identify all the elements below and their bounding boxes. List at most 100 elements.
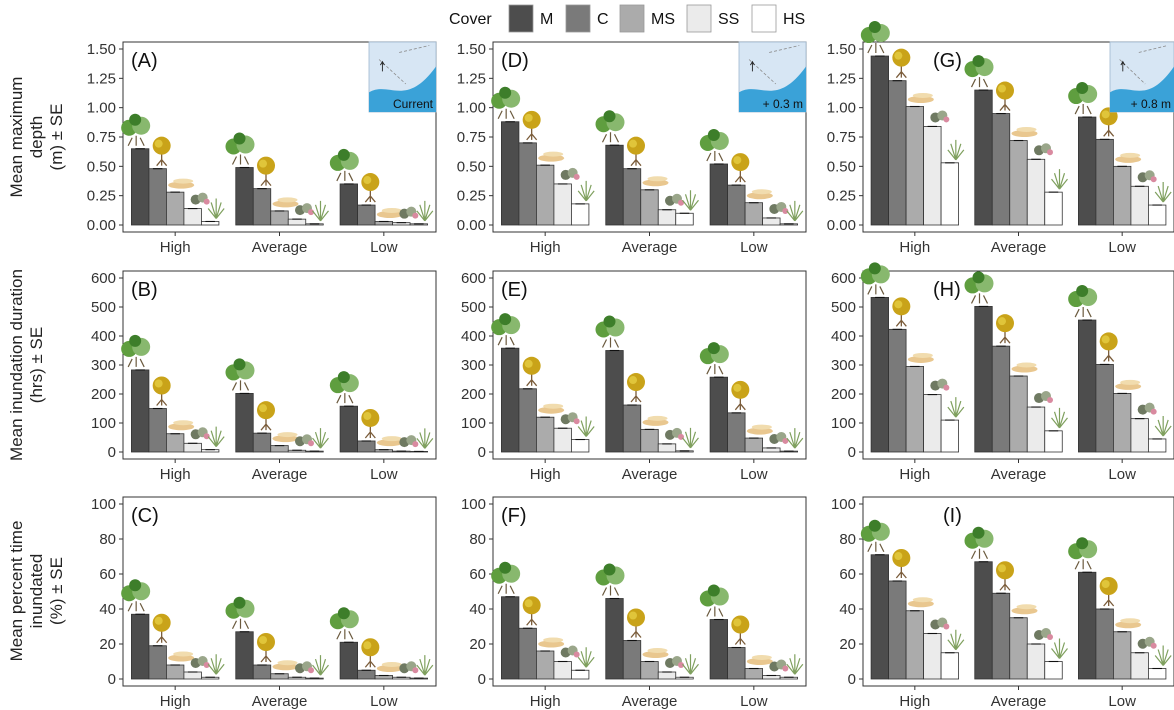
grass-icon [682,654,699,675]
saltmarsh-patch-icon [1011,604,1038,615]
mangrove-icon [860,21,890,54]
bar-m-average [974,89,993,226]
y-tick-label: 1.00 [827,100,856,117]
bar-hs-high [940,419,959,453]
saltmarsh-patch-icon [1011,362,1038,373]
y-tick-label: 100 [461,415,486,432]
bar-ms-high [905,610,924,680]
y-tick-label: 200 [91,386,116,403]
y-tick-label: 0.50 [457,158,486,175]
y-tick-label: 0 [478,444,486,461]
x-tick-label: Low [370,693,398,710]
panel-b: 0 100 200 300 400 500 600 High Average Low (B) [91,270,437,483]
bar-hs-high [571,203,590,226]
bar-hs-low [1148,438,1167,453]
mangrove-icon [225,358,255,391]
grass-icon [416,655,434,676]
sea-level-scenario-inset: + 0.8 m [1109,41,1174,113]
bar-hs-average [675,212,694,226]
grass-icon [786,428,804,449]
y-tick-label: 0.75 [457,129,486,146]
y-tick-label: 0 [848,671,856,688]
bar-c-low [357,204,376,226]
grass-icon [1154,182,1172,203]
bar-ms-average [1009,140,1028,226]
grass-icon [682,427,699,449]
bar-c-low [1095,608,1114,680]
bar-ss-average [1026,643,1046,680]
grass-icon [1051,169,1068,190]
y-tick-label: 500 [91,299,116,316]
bar-c-average [622,168,642,226]
legend-label: SS [718,11,739,28]
bar-c-average [991,113,1011,226]
y-tick-label: 0.00 [827,217,856,234]
y-tick-label: 600 [461,270,486,287]
bar-m-high [131,148,150,226]
y-axis-title-line: depth [27,116,46,159]
panel-tag: (G) [933,50,962,72]
bar-m-low [709,163,728,226]
bar-m-low [709,619,728,680]
mangrove-icon [491,313,521,346]
bar-c-high [888,580,907,680]
legend-label: M [540,11,553,28]
grass-icon [207,426,225,448]
bar-c-high [888,328,907,453]
y-tick-label: 400 [461,328,486,345]
shrub-icon [1034,391,1053,404]
grass-icon [786,654,804,675]
bar-m-low [1078,571,1097,680]
sea-level-scenario-inset: + 0.3 m [738,41,807,113]
x-tick-label: High [899,466,930,483]
x-tick-label: Low [370,466,398,483]
mangrove-icon [1068,285,1098,318]
shrub-icon [930,378,950,391]
y-tick-label: 300 [831,357,856,374]
legend-item-ss: SS [686,4,739,33]
mangrove-icon [225,132,255,165]
bar-ms-high [536,416,555,453]
bar-ss-high [553,661,572,680]
tree-icon [361,173,380,203]
bar-c-low [727,647,746,680]
mangrove-icon [699,342,729,375]
grass-icon [416,428,434,449]
shrub-icon [930,110,950,123]
bar-ms-low [1113,631,1132,680]
x-tick-label: Average [991,693,1047,710]
panel-a: 0.00 0.25 0.50 0.75 1.00 1.25 1.50 High Average L… [87,41,437,256]
y-axis-title-line: Mean maximum [7,77,26,198]
y-tick-label: 1.00 [87,100,116,117]
bar-m-high [131,613,150,680]
bar-ms-high [166,664,185,680]
tree-icon [1099,577,1118,607]
shrub-icon [399,435,419,448]
y-tick-label: 0 [108,671,116,688]
y-tick-label: 100 [91,415,116,432]
bar-hs-high [571,669,590,680]
y-tick-label: 1.50 [87,41,116,58]
saltmarsh-patch-icon [907,352,934,363]
panel-h: 0 100 200 300 400 500 600 High Average Low (H) [831,262,1174,483]
bar-ss-high [923,126,942,226]
mangrove-icon [595,110,625,143]
bar-ms-low [744,437,763,453]
x-tick-label: Low [1108,693,1136,710]
x-tick-label: High [899,693,930,710]
tree-icon [257,401,275,431]
tree-icon [892,48,911,79]
grass-icon [1154,645,1172,666]
mangrove-icon [860,262,890,295]
mangrove-icon [491,86,521,120]
legend-swatch [686,4,712,33]
grass-icon [1051,638,1068,659]
legend: Cover M C MS SS HS [449,4,805,33]
bar-ms-average [640,189,659,226]
bar-m-low [1078,319,1097,453]
bar-c-average [252,188,272,226]
mangrove-icon [699,584,729,617]
shrub-icon [560,412,580,425]
shrub-icon [665,427,684,440]
y-axis-title-line: (m) ± SE [47,104,66,171]
